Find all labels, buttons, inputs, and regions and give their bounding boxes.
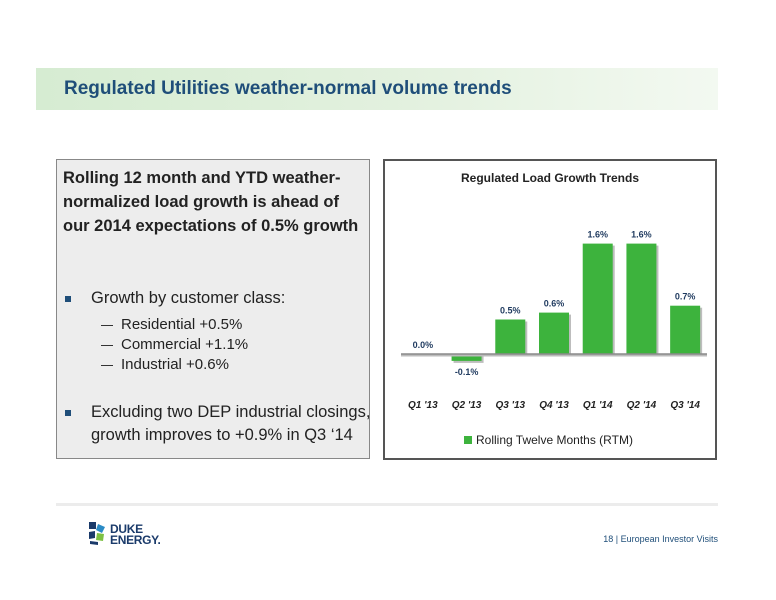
bullet-text: Growth by customer class:	[91, 289, 286, 307]
sub-item-label: Commercial +1.1%	[121, 336, 249, 353]
dash-icon	[101, 324, 113, 326]
chart-title: Regulated Load Growth Trends	[461, 171, 639, 185]
logo-line1: DUKE	[110, 522, 143, 536]
page-info: 18 | European Investor Visits	[603, 534, 718, 544]
slide-title: Regulated Utilities weather-normal volum…	[64, 78, 512, 99]
bullet-square-icon	[65, 296, 71, 302]
legend-swatch	[464, 436, 472, 444]
category-label: Q3 '14	[670, 400, 700, 411]
logo-wordmark: DUKE ENERGY.	[110, 522, 161, 547]
category-label: Q4 '13	[539, 400, 569, 411]
category-label: Q3 '13	[495, 400, 525, 411]
data-label: 0.5%	[500, 306, 521, 316]
sub-item-industrial: Industrial +0.6%	[101, 355, 229, 375]
text-panel: Rolling 12 month and YTD weather-normali…	[56, 159, 370, 459]
dash-icon	[101, 344, 113, 346]
sub-item-label: Residential +0.5%	[121, 316, 243, 333]
sub-item-commercial: Commercial +1.1%	[101, 335, 248, 355]
category-label: Q2 '13	[452, 400, 482, 411]
logo-line2: ENERGY.	[110, 533, 161, 547]
bar-Q1 '14	[582, 243, 613, 354]
data-label: 0.0%	[413, 340, 434, 350]
bar-Q2 '14	[626, 243, 657, 354]
chart-panel: Regulated Load Growth Trends 0.0% Q1 '13 -0…	[383, 159, 717, 460]
bar-Q2 '13	[451, 354, 482, 361]
duke-energy-logo-icon	[89, 522, 105, 545]
data-label: 1.6%	[631, 230, 652, 240]
bar-Q3 '14	[670, 305, 701, 354]
headline: Rolling 12 month and YTD weather-normali…	[63, 169, 359, 235]
dash-icon	[101, 364, 113, 366]
sub-item-residential: Residential +0.5%	[101, 315, 242, 335]
bullet-text-line1: Excluding two DEP industrial closings,	[91, 403, 371, 421]
bullet-square-icon	[65, 410, 71, 416]
title-band: Regulated Utilities weather-normal volum…	[36, 68, 718, 110]
page-label: | European Investor Visits	[615, 534, 718, 544]
legend-label: Rolling Twelve Months (RTM)	[476, 433, 633, 447]
bar-Q3 '13	[495, 319, 526, 354]
sub-item-label: Industrial +0.6%	[121, 356, 229, 373]
category-label: Q1 '13	[408, 400, 438, 411]
data-label: -0.1%	[455, 367, 479, 377]
bar-Q4 '13	[539, 312, 569, 354]
load-growth-chart: Regulated Load Growth Trends 0.0% Q1 '13 -0…	[401, 171, 707, 447]
footer-divider	[56, 503, 718, 506]
data-label: 0.7%	[675, 292, 696, 302]
bullet-text-line2: growth improves to +0.9% in Q3 ‘14	[91, 426, 353, 444]
data-label: 0.6%	[544, 299, 565, 309]
category-label: Q1 '14	[583, 400, 613, 411]
page-number: 18	[603, 534, 614, 544]
data-label: 1.6%	[587, 230, 608, 240]
category-label: Q2 '14	[627, 400, 657, 411]
